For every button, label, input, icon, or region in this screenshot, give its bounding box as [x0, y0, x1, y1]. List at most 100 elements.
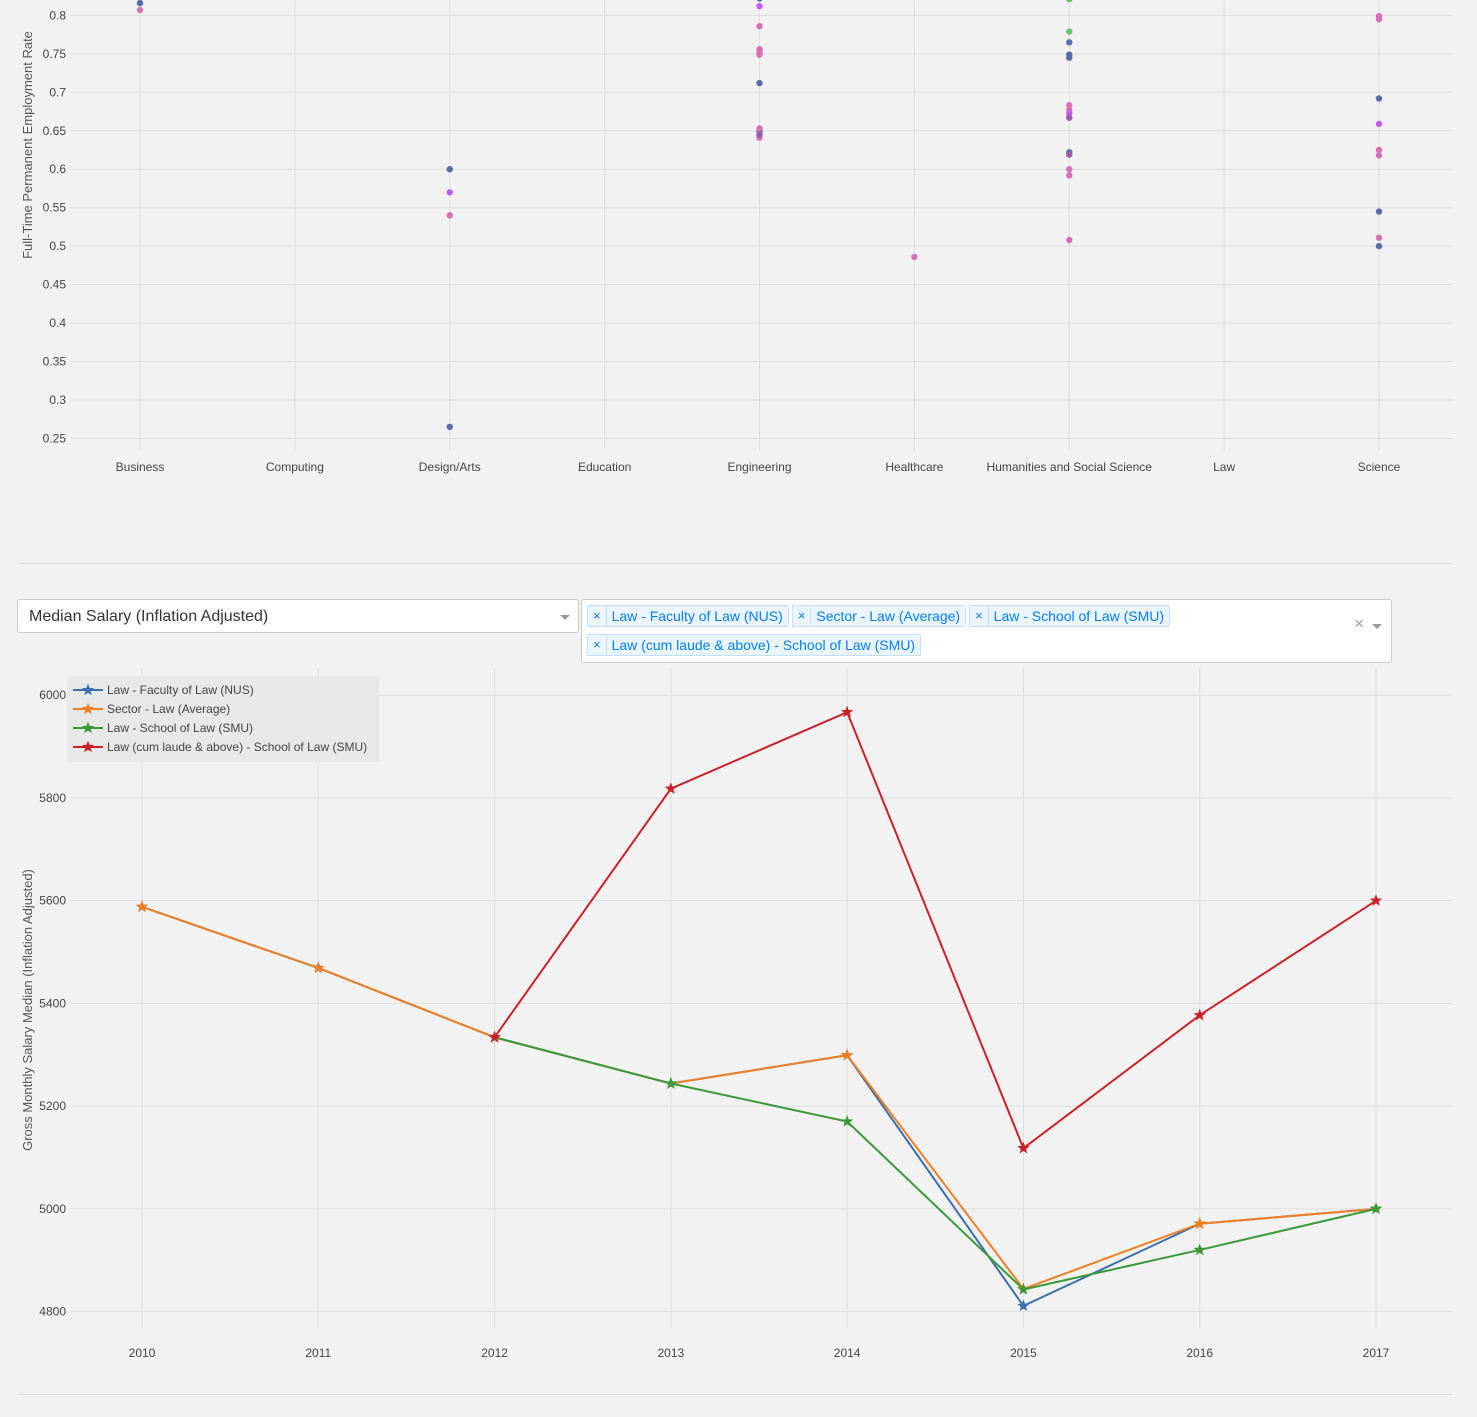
- legend-label: Sector - Law (Average): [107, 702, 230, 716]
- series-line: [494, 1036, 1377, 1291]
- scatter-point: [446, 189, 453, 196]
- x-tick-label: 2015: [1010, 1346, 1037, 1360]
- x-tick-label: 2013: [658, 1346, 685, 1360]
- legend-star-icon: [81, 740, 95, 753]
- legend-star-icon: [81, 721, 95, 734]
- selected-tag: × Law - Faculty of Law (NUS): [587, 605, 789, 627]
- y-tick-label: 0.5: [49, 239, 66, 253]
- scatter-point: [1375, 146, 1383, 154]
- scatter-point: [756, 0, 763, 2]
- selected-tag: × Law - School of Law (SMU): [969, 605, 1171, 627]
- scatter-point: [136, 6, 144, 14]
- scatter-point: [446, 166, 453, 173]
- star-marker: [1193, 1243, 1206, 1256]
- x-tick-label: 2016: [1186, 1346, 1213, 1360]
- legend-star-icon: [81, 683, 95, 696]
- remove-tag-icon[interactable]: ×: [793, 606, 812, 626]
- legend-label: Law - Faculty of Law (NUS): [107, 683, 254, 697]
- chevron-down-icon[interactable]: [560, 615, 570, 620]
- y-tick-label: 0.35: [43, 355, 67, 369]
- y-tick-label: 0.75: [43, 47, 67, 61]
- selected-tag: × Sector - Law (Average): [791, 605, 967, 627]
- y-tick-label: 5400: [39, 996, 66, 1010]
- scatter-point: [756, 79, 763, 87]
- series-line: [493, 710, 1377, 1150]
- scatter-point: [1066, 172, 1073, 179]
- scatter-point: [1066, 102, 1073, 109]
- y-tick-label: 0.7: [49, 85, 66, 99]
- star-marker: [1017, 1299, 1030, 1312]
- scatter-point: [1066, 54, 1073, 61]
- section-divider: [18, 1394, 1452, 1395]
- legend-star-icon: [81, 702, 95, 715]
- legend-label: Law (cum laude & above) - School of Law …: [107, 740, 367, 754]
- section-divider: [18, 563, 1452, 564]
- remove-tag-icon[interactable]: ×: [588, 606, 607, 626]
- star-marker: [840, 1048, 854, 1061]
- remove-tag-icon[interactable]: ×: [970, 606, 989, 626]
- scatter-point: [446, 212, 453, 219]
- y-tick-label: 0.25: [43, 431, 67, 445]
- scatter-point: [756, 51, 763, 58]
- median-salary-line-chart: 4800 5000 5200 5400 5600 5800 6000 2010 2011 2012…: [20, 668, 1452, 1360]
- employment-rate-scatter-chart: 0.25 0.3 0.35 0.4 0.45 0.5 0.55 0.6 0.65 0.7 0.75 0…: [20, 0, 1452, 474]
- y-tick-label: 0.6: [49, 162, 66, 176]
- x-tick-label: Science: [1358, 460, 1401, 474]
- scatter-point: [1375, 152, 1383, 159]
- y-tick-label: 0.65: [43, 124, 67, 138]
- selected-tag-label: Law - School of Law (SMU): [993, 608, 1165, 624]
- program-multiselect[interactable]: × Law - Faculty of Law (NUS) × Sector - Law…: [581, 599, 1392, 663]
- x-tick-label: Business: [116, 460, 165, 474]
- x-tick-label: 2014: [834, 1346, 861, 1360]
- x-tick-label: Education: [578, 460, 631, 474]
- x-tick-label: 2011: [305, 1346, 331, 1360]
- star-marker: [488, 1030, 501, 1043]
- legend: Law - Faculty of Law (NUS) Sector - Law (…: [67, 676, 379, 762]
- scatter-point: [1066, 114, 1073, 121]
- scatter-point: [1066, 236, 1073, 244]
- selected-tag-label: Law - Faculty of Law (NUS): [611, 608, 783, 624]
- y-tick-label: 5800: [39, 791, 66, 805]
- scatter-point: [1066, 28, 1073, 35]
- y-tick-label: 0.55: [43, 201, 67, 215]
- scatter-point: [446, 423, 453, 431]
- star-marker: [840, 705, 854, 718]
- x-tick-label: Computing: [266, 460, 324, 474]
- star-marker: [312, 961, 325, 974]
- x-tick-label: Healthcare: [885, 460, 943, 474]
- y-tick-label: 0.8: [49, 8, 66, 22]
- scatter-point: [756, 131, 763, 138]
- y-axis-label: Gross Monthly Salary Median (Inflation A…: [20, 869, 35, 1151]
- x-tick-label: Engineering: [727, 460, 791, 474]
- scatter-point: [756, 22, 763, 30]
- metric-dropdown-value: Median Salary (Inflation Adjusted): [29, 608, 269, 625]
- selected-tag: × Law (cum laude & above) - School of Law…: [587, 634, 922, 656]
- legend-background: [67, 676, 379, 762]
- scatter-point: [1066, 39, 1073, 46]
- clear-icon[interactable]: ×: [1354, 614, 1364, 633]
- scatter-point: [1066, 0, 1073, 3]
- star-marker: [840, 1115, 854, 1127]
- scatter-point: [756, 2, 763, 10]
- x-tick-label: Design/Arts: [419, 460, 481, 474]
- remove-tag-icon[interactable]: ×: [588, 635, 607, 655]
- metric-dropdown[interactable]: Median Salary (Inflation Adjusted): [17, 599, 579, 633]
- scatter-point: [1375, 208, 1383, 215]
- scatter-point: [1375, 120, 1383, 128]
- scatter-point: [1066, 151, 1073, 158]
- y-axis-label: Full-Time Permanent Employment Rate: [20, 31, 35, 259]
- x-tick-label: 2017: [1363, 1346, 1390, 1360]
- scatter-point: [911, 253, 918, 261]
- scatter-point: [1375, 95, 1383, 102]
- chevron-down-icon[interactable]: [1372, 624, 1382, 629]
- y-tick-label: 0.4: [49, 316, 66, 330]
- star-marker: [1369, 1202, 1383, 1215]
- legend-label: Law - School of Law (SMU): [107, 721, 253, 735]
- star-marker: [1017, 1141, 1030, 1154]
- y-tick-label: 0.45: [43, 278, 67, 292]
- x-tick-label: 2010: [129, 1346, 156, 1360]
- selected-tags: × Law - Faculty of Law (NUS) × Sector - Law…: [587, 605, 1347, 663]
- star-marker: [1193, 1217, 1206, 1229]
- star-marker: [1369, 894, 1383, 906]
- star-marker: [664, 782, 678, 794]
